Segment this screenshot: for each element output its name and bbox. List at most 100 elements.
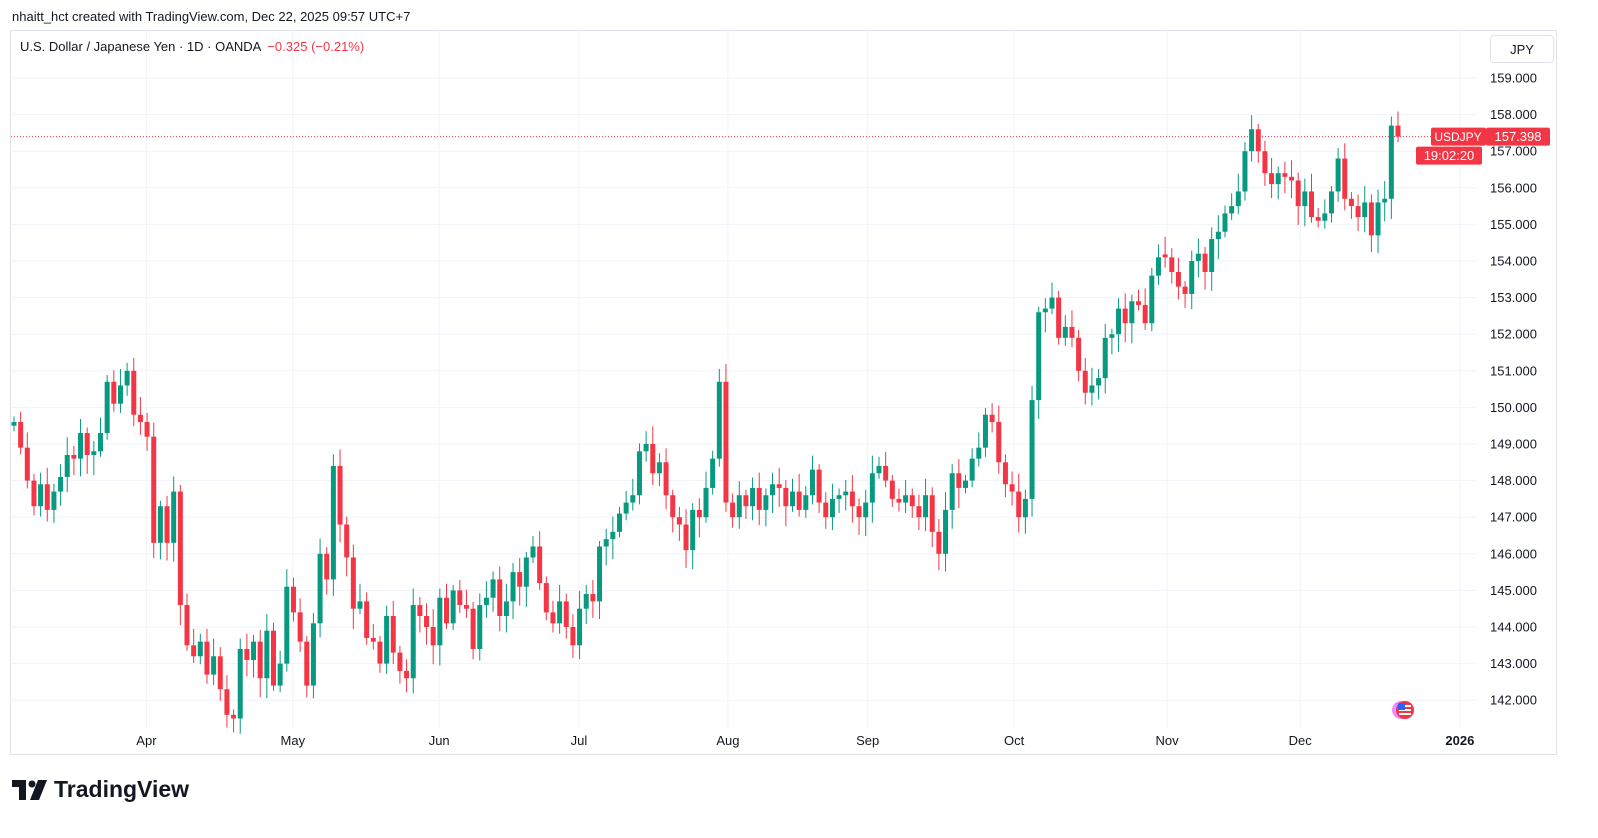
- y-tick-label: 147.000: [1490, 510, 1537, 525]
- candle-down: [823, 502, 829, 518]
- candle-up: [284, 586, 290, 664]
- candle-up: [969, 458, 975, 481]
- us-flag-icon[interactable]: [1391, 700, 1415, 720]
- candle-up: [483, 597, 489, 606]
- candle-down: [676, 517, 682, 525]
- candle-up: [251, 641, 257, 660]
- candle-down: [956, 473, 962, 488]
- candle-down: [111, 381, 117, 404]
- candle-up: [1149, 275, 1155, 324]
- y-tick-label: 142.000: [1490, 693, 1537, 708]
- candle-down: [84, 433, 90, 455]
- candle-up: [770, 484, 776, 496]
- candle-up: [1242, 151, 1248, 192]
- candle-down: [1016, 491, 1022, 518]
- candle-up: [703, 487, 709, 518]
- candle-down: [224, 689, 230, 715]
- candle-up: [710, 458, 716, 488]
- candle-up: [1089, 385, 1095, 393]
- candle-down: [590, 594, 596, 602]
- x-tick-label: 2026: [1445, 733, 1474, 748]
- candle-up: [197, 641, 203, 657]
- candle-up: [1036, 312, 1042, 401]
- chart-frame[interactable]: [10, 30, 1557, 755]
- currency-button[interactable]: JPY: [1490, 35, 1554, 63]
- y-tick-label: 145.000: [1490, 583, 1537, 598]
- symbol-tag: USDJPY: [1434, 130, 1481, 144]
- candle-down: [696, 509, 702, 518]
- y-tick-label: 149.000: [1490, 437, 1537, 452]
- x-tick-label: Nov: [1156, 733, 1180, 748]
- candle-down: [996, 422, 1002, 463]
- candle-up: [976, 447, 982, 459]
- candle-up: [583, 594, 589, 609]
- candle-down: [1182, 286, 1188, 294]
- candle-up: [982, 414, 988, 448]
- candle-up: [577, 608, 583, 646]
- y-tick-label: 155.000: [1490, 217, 1537, 232]
- candle-down: [723, 381, 729, 503]
- candle-down: [1202, 253, 1208, 272]
- candle-down: [663, 462, 669, 496]
- candle-down: [1269, 173, 1275, 185]
- candle-up: [690, 509, 696, 551]
- x-tick-label: Oct: [1004, 733, 1025, 748]
- candle-down: [1169, 257, 1175, 272]
- candle-up: [1209, 239, 1215, 272]
- candle-up: [630, 495, 636, 503]
- y-tick-label: 151.000: [1490, 363, 1537, 378]
- bar-countdown-label: 19:02:20: [1424, 148, 1475, 163]
- x-tick-label: Dec: [1289, 733, 1313, 748]
- candle-up: [1215, 231, 1221, 240]
- candle-up: [317, 553, 323, 624]
- candle-down: [1282, 173, 1288, 177]
- candle-up: [237, 648, 243, 719]
- candle-up: [557, 601, 563, 624]
- candle-down: [883, 465, 889, 481]
- candle-up: [530, 546, 536, 558]
- y-tick-label: 156.000: [1490, 180, 1537, 195]
- y-tick-label: 152.000: [1490, 327, 1537, 342]
- candle-down: [1395, 125, 1401, 137]
- candle-up: [790, 491, 795, 507]
- candle-up: [477, 605, 483, 649]
- tradingview-logo[interactable]: TradingView: [12, 776, 189, 803]
- candle-up: [1375, 202, 1381, 236]
- candle-up: [876, 465, 882, 474]
- candle-up: [211, 656, 217, 675]
- candle-down: [350, 557, 356, 609]
- candle-up: [1302, 191, 1308, 207]
- candle-down: [1009, 484, 1015, 492]
- x-tick-label: Apr: [136, 733, 157, 748]
- candle-up: [437, 597, 443, 646]
- candle-down: [1175, 271, 1181, 287]
- candle-down: [650, 444, 656, 474]
- candle-up: [1129, 301, 1135, 324]
- candle-up: [78, 433, 84, 459]
- candle-down: [1136, 301, 1141, 305]
- candle-down: [909, 495, 915, 507]
- candle-down: [217, 656, 223, 690]
- candle-up: [597, 546, 603, 602]
- candle-down: [1162, 254, 1168, 258]
- candle-up: [610, 531, 616, 540]
- candle-up: [523, 557, 529, 587]
- candle-down: [563, 601, 569, 627]
- candle-down: [1069, 326, 1075, 338]
- candle-down: [71, 454, 77, 459]
- tradingview-logo-icon: [12, 779, 47, 800]
- candle-down: [537, 546, 543, 584]
- candle-down: [177, 491, 183, 606]
- candle-down: [397, 652, 403, 671]
- candle-up: [58, 476, 64, 492]
- candle-down: [896, 498, 902, 503]
- candle-up: [490, 579, 496, 598]
- candle-down: [444, 597, 449, 624]
- symbol-tag-bg: [1431, 127, 1486, 146]
- candle-up: [863, 502, 869, 518]
- candle-down: [457, 590, 463, 606]
- candle-down: [370, 637, 376, 642]
- candle-down: [1355, 206, 1361, 218]
- candle-up: [104, 381, 110, 434]
